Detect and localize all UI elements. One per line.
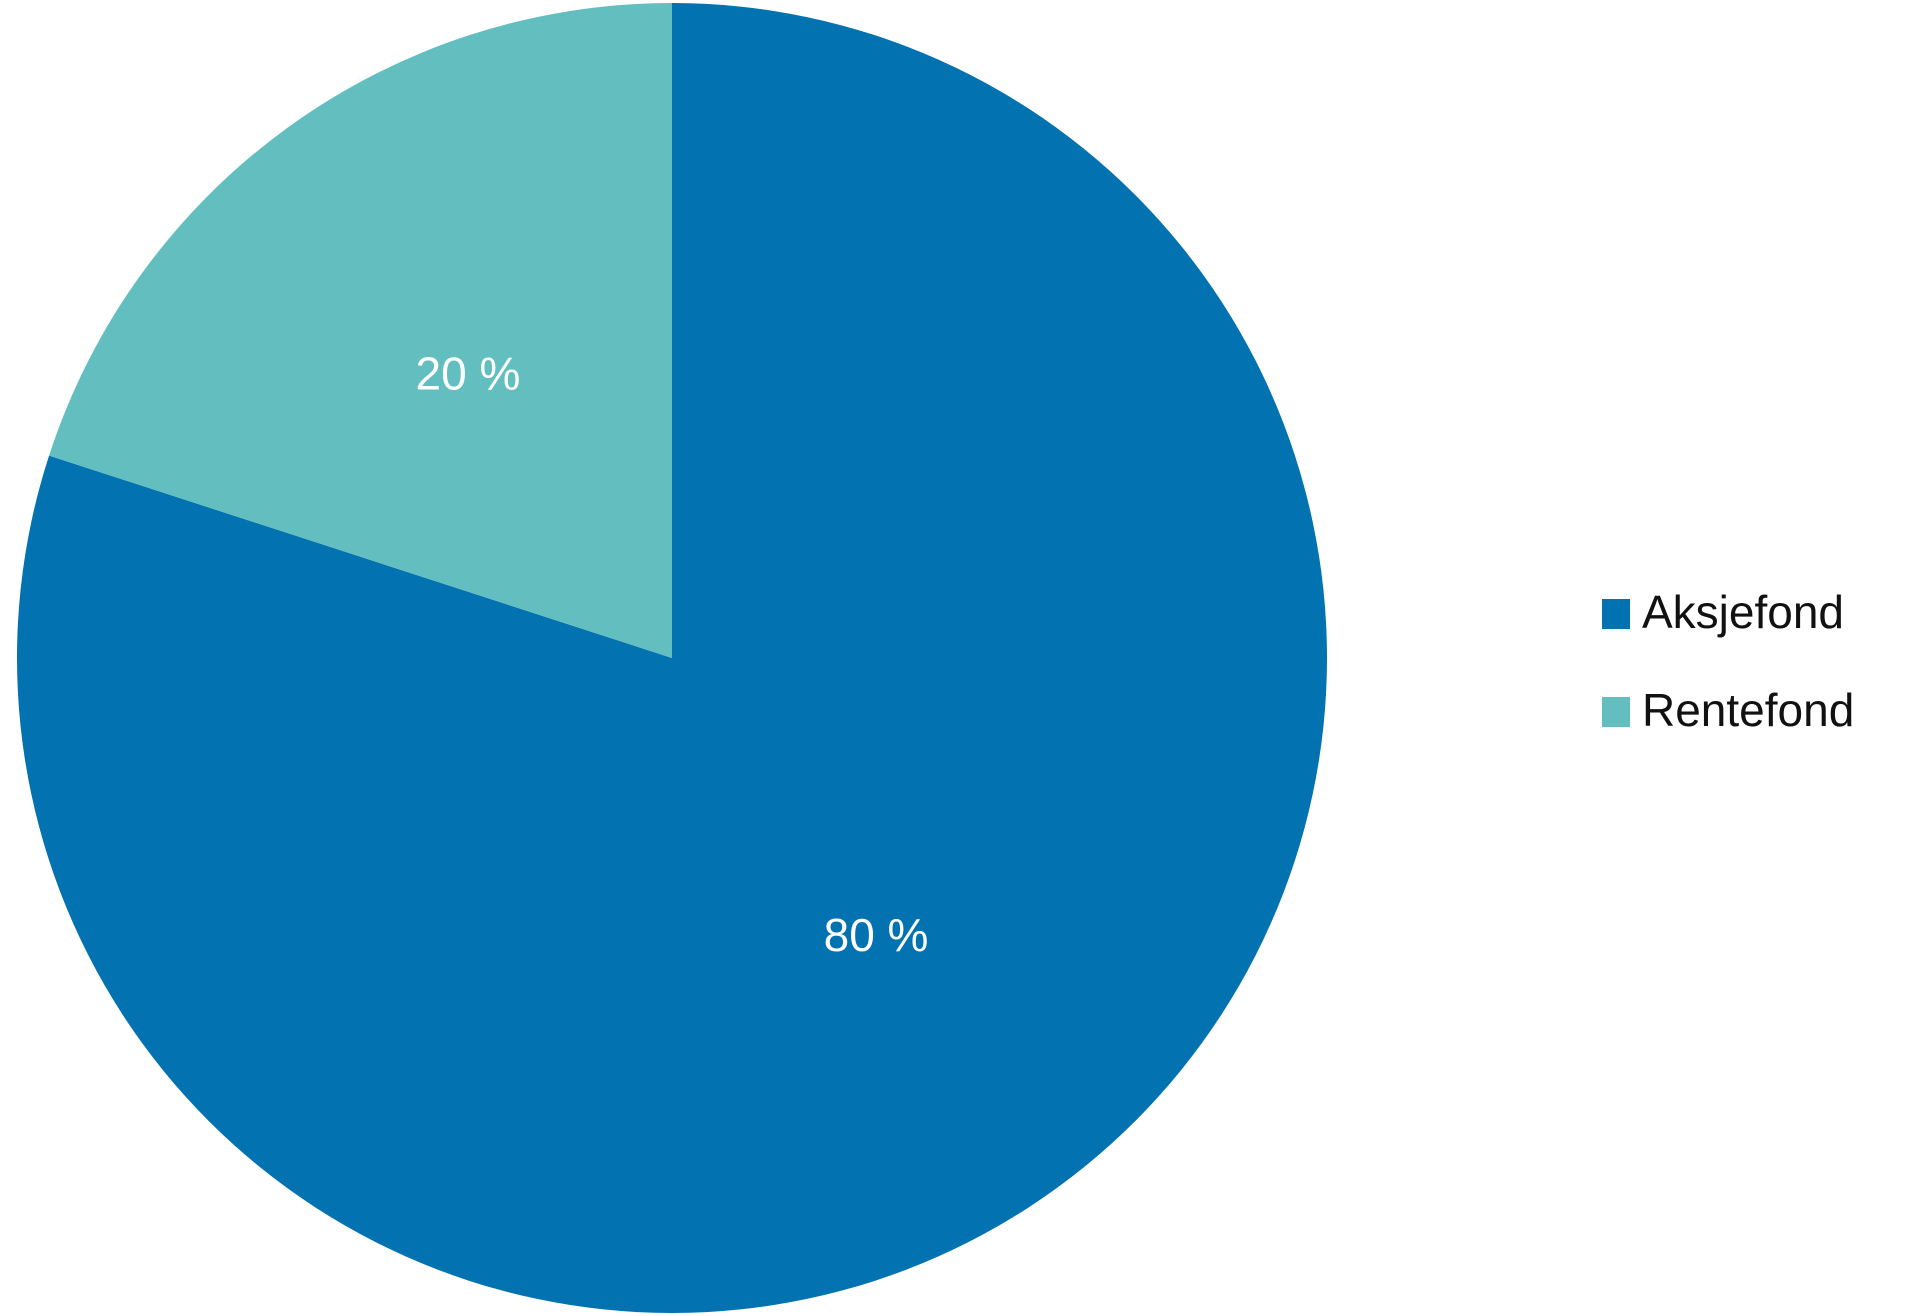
pie-slice [17,3,1328,1313]
pie-slice [49,3,672,658]
legend-swatch [1602,599,1630,629]
legend-label: Rentefond [1642,684,1854,736]
legend-swatch [1602,697,1630,727]
slice-label: 80 % [824,909,929,961]
legend-label: Aksjefond [1642,586,1844,638]
slice-label: 20 % [416,347,521,399]
